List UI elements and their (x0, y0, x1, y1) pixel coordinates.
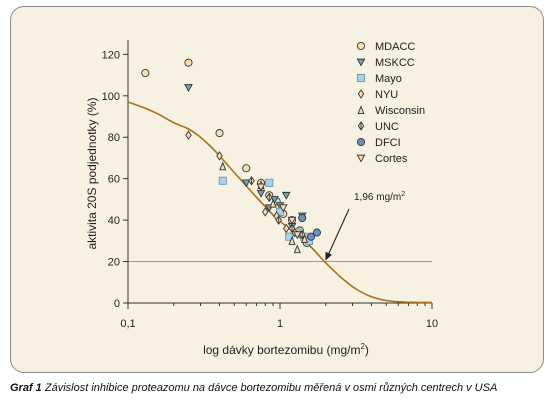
data-points (141, 58, 321, 254)
data-point (215, 129, 224, 138)
fit-curve (127, 101, 432, 304)
data-point (278, 204, 288, 213)
data-point (219, 161, 227, 171)
legend-item: MDACC (356, 41, 415, 53)
legend-marker (356, 58, 366, 67)
legend-marker (356, 137, 366, 147)
data-point (242, 164, 251, 173)
y-axis-label: aktivita 20S podjednotky (%) (85, 97, 99, 249)
data-point (241, 179, 251, 188)
data-point (141, 68, 150, 78)
y-tick-label: 40 (108, 215, 120, 227)
data-point (312, 228, 321, 237)
data-point (216, 151, 223, 161)
annotation-arrow-line (326, 208, 350, 257)
legend-item: Cortes (356, 153, 408, 165)
legend-marker (356, 41, 366, 51)
legend-label: MSKCC (375, 57, 415, 69)
y-tick-label: 100 (102, 91, 120, 103)
axes: 0 20 40 60 80 100 120 0,1 1 10 log dávky bortezomi… (85, 40, 438, 357)
caption-text: Závislost inhibice proteazomu na dávce b… (44, 382, 498, 394)
data-point (265, 178, 274, 187)
series-cortes (256, 183, 302, 240)
legend-marker (357, 121, 365, 131)
series-mskcc (184, 84, 307, 231)
y-tick-label: 60 (108, 174, 120, 186)
x-axis-label: log dávky bortezomibu (mg/m2) (203, 342, 369, 357)
data-point (306, 232, 316, 241)
legend-label: UNC (375, 121, 399, 133)
legend-label: NYU (375, 89, 398, 101)
data-point (288, 223, 296, 234)
legend: MDACC MSKCC Mayo NYU Wisconsin UNC DFCI Cortes (356, 41, 425, 165)
data-point (266, 192, 273, 203)
series-wisconsin (219, 161, 309, 254)
data-point (283, 223, 290, 234)
series-dfci (298, 213, 321, 241)
legend-label: DFCI (375, 137, 401, 149)
chart-panel (10, 6, 544, 373)
legend-item: NYU (357, 89, 398, 101)
data-point (300, 233, 309, 243)
data-point (287, 216, 297, 225)
data-point (292, 231, 302, 240)
y-tick-label: 20 (108, 257, 120, 269)
legend-marker (357, 89, 365, 99)
series-mdacc (141, 58, 311, 247)
fit-curve-layer (127, 101, 432, 304)
legend-label: Mayo (375, 73, 402, 85)
legend-label: MDACC (375, 41, 415, 53)
annotation-arrow-head (325, 251, 332, 261)
legend-item: UNC (357, 121, 399, 133)
legend-item: Wisconsin (357, 105, 425, 117)
legend-item: MSKCC (356, 57, 415, 69)
legend-item: DFCI (356, 137, 401, 149)
x-tick-label: 10 (426, 318, 438, 330)
legend-item: Mayo (356, 73, 402, 85)
caption-label: Graf 1 (10, 382, 42, 394)
annotation-layer: 1,96 mg/m2 (325, 191, 405, 261)
legend-marker (357, 105, 365, 115)
data-point (218, 176, 227, 185)
legend-label: Wisconsin (375, 105, 425, 117)
data-point (298, 213, 307, 223)
data-point (185, 130, 192, 140)
y-tick-label: 80 (108, 132, 120, 144)
figure-caption: Graf 1 Závislost inhibice proteazomu na … (10, 381, 545, 395)
data-point (248, 175, 255, 186)
data-point (281, 191, 291, 200)
data-point (269, 198, 277, 208)
x-tick-label: 1 (277, 318, 283, 330)
x-tick-label: 0,1 (120, 318, 135, 330)
data-point (184, 58, 193, 67)
data-point (293, 244, 301, 254)
data-point (262, 207, 269, 217)
y-tick-label: 0 (114, 298, 120, 310)
data-point (285, 232, 294, 241)
legend-marker (356, 73, 366, 83)
y-tick-label: 120 (102, 49, 120, 61)
annotation-label: 1,96 mg/m2 (354, 191, 405, 203)
data-point (275, 215, 282, 225)
data-point (184, 84, 193, 93)
data-point (256, 183, 266, 192)
legend-label: Cortes (375, 153, 408, 165)
legend-marker (356, 154, 366, 163)
data-point (288, 236, 296, 245)
